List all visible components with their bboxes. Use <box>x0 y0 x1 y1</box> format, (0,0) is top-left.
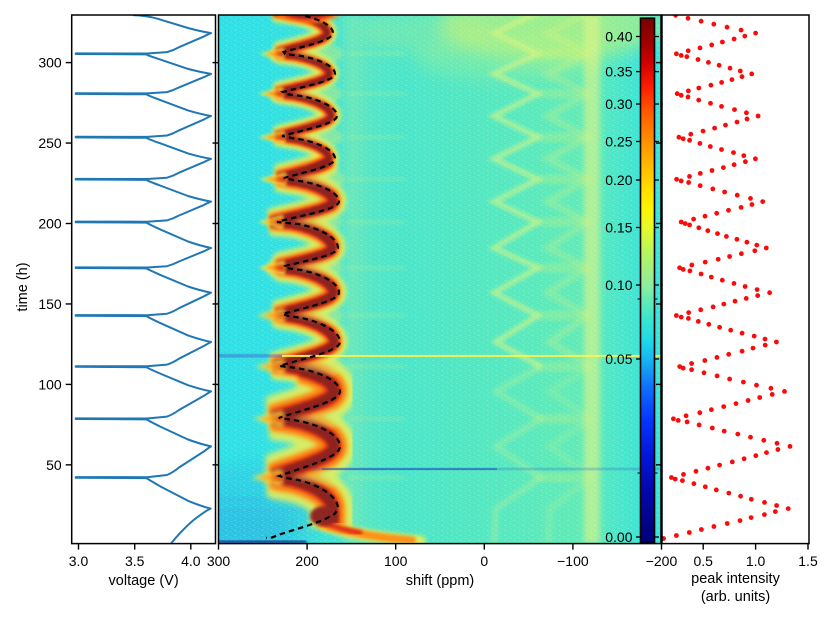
svg-text:3.0: 3.0 <box>69 553 89 569</box>
svg-text:100: 100 <box>38 376 62 392</box>
svg-text:(arb. units): (arb. units) <box>701 589 770 605</box>
svg-text:300: 300 <box>207 553 231 569</box>
svg-text:100: 100 <box>384 553 408 569</box>
svg-text:shift (ppm): shift (ppm) <box>406 573 475 589</box>
svg-text:−200: −200 <box>646 553 678 569</box>
svg-text:−100: −100 <box>557 553 589 569</box>
svg-text:0.15: 0.15 <box>605 220 632 236</box>
svg-text:1.5: 1.5 <box>798 553 818 569</box>
svg-text:300: 300 <box>38 55 62 71</box>
svg-text:3.5: 3.5 <box>125 553 145 569</box>
svg-text:0.20: 0.20 <box>605 172 632 188</box>
svg-text:1.0: 1.0 <box>746 553 766 569</box>
svg-text:0.25: 0.25 <box>605 134 632 150</box>
svg-text:150: 150 <box>38 296 62 312</box>
svg-text:0.00: 0.00 <box>605 529 632 545</box>
svg-text:0.10: 0.10 <box>605 277 632 293</box>
svg-text:0: 0 <box>480 553 488 569</box>
svg-text:peak intensity: peak intensity <box>691 571 780 587</box>
svg-text:0.35: 0.35 <box>605 64 632 80</box>
svg-text:0.40: 0.40 <box>605 29 632 45</box>
svg-text:250: 250 <box>38 135 62 151</box>
svg-text:200: 200 <box>38 216 62 232</box>
svg-text:voltage (V): voltage (V) <box>109 573 179 589</box>
svg-text:time (h): time (h) <box>15 262 31 311</box>
svg-text:200: 200 <box>295 553 319 569</box>
svg-text:50: 50 <box>46 457 62 473</box>
svg-text:4.0: 4.0 <box>181 553 201 569</box>
svg-text:0.5: 0.5 <box>693 553 713 569</box>
svg-text:0.05: 0.05 <box>605 351 632 367</box>
svg-text:0.30: 0.30 <box>605 96 632 112</box>
